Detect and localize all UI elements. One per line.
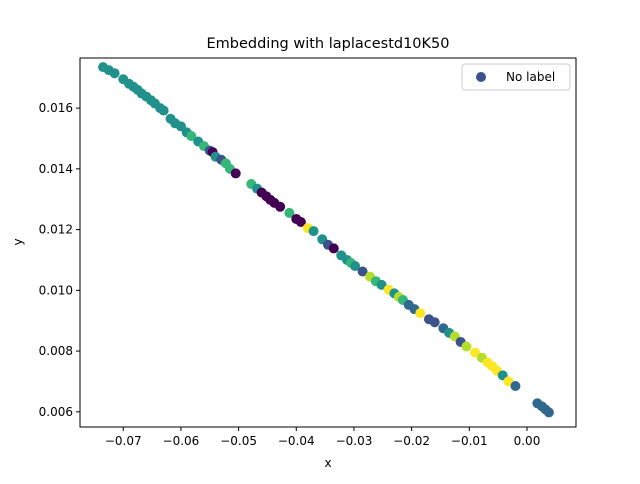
data-point [275, 201, 286, 212]
y-axis-ticks: 0.006 0.008 0.010 0.012 0.014 0.016 [39, 101, 80, 419]
y-tick-label: 0.008 [39, 344, 73, 358]
data-point [109, 68, 120, 79]
x-axis-ticks: −0.07 −0.06 −0.05 −0.04 −0.03 −0.02 −0.01 0.00 [105, 427, 540, 448]
data-point [186, 131, 197, 142]
data-point [543, 407, 554, 418]
x-tick-label: −0.01 [451, 434, 488, 448]
data-point [308, 226, 319, 237]
x-tick-label: −0.04 [278, 434, 315, 448]
data-point [415, 308, 426, 319]
data-point [284, 207, 295, 218]
data-point [350, 261, 361, 272]
x-tick-label: −0.07 [105, 434, 142, 448]
y-axis-label: y [11, 238, 25, 245]
legend-label: No label [506, 70, 555, 84]
legend-marker [476, 72, 486, 82]
data-point [461, 341, 472, 352]
legend: No label [461, 63, 571, 91]
data-points [98, 62, 554, 418]
data-point [429, 317, 440, 328]
data-point [510, 381, 521, 391]
y-tick-label: 0.006 [39, 405, 73, 419]
data-point [230, 168, 241, 179]
data-point [158, 105, 169, 116]
data-point [295, 217, 306, 227]
plot-frame [79, 57, 577, 428]
data-point [376, 279, 387, 290]
data-point [328, 243, 339, 254]
x-tick-label: −0.06 [163, 434, 200, 448]
chart-title: Embedding with laplacestd10K50 [206, 36, 449, 52]
x-tick-label: −0.05 [220, 434, 257, 448]
y-tick-label: 0.010 [39, 283, 73, 297]
y-tick-label: 0.016 [39, 101, 73, 115]
x-tick-label: −0.02 [393, 434, 430, 448]
x-tick-label: 0.00 [514, 434, 541, 448]
data-point [470, 347, 481, 358]
data-point [357, 266, 368, 277]
legend-frame [461, 63, 571, 91]
y-tick-label: 0.012 [39, 223, 73, 237]
x-axis-label: x [324, 456, 331, 470]
x-tick-label: −0.03 [336, 434, 373, 448]
y-tick-label: 0.014 [39, 162, 73, 176]
